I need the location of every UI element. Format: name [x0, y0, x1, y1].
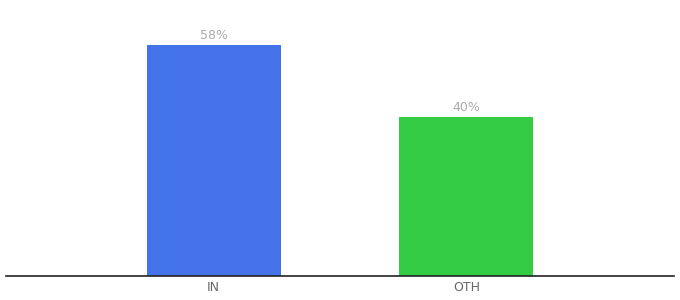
Text: 40%: 40%: [452, 101, 480, 114]
Bar: [147, 45, 281, 276]
Text: 58%: 58%: [200, 29, 228, 42]
Bar: [399, 117, 533, 276]
